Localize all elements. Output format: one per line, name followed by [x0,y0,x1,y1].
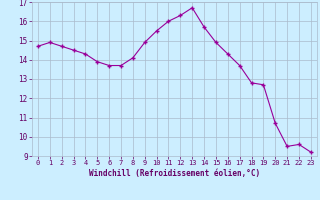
X-axis label: Windchill (Refroidissement éolien,°C): Windchill (Refroidissement éolien,°C) [89,169,260,178]
